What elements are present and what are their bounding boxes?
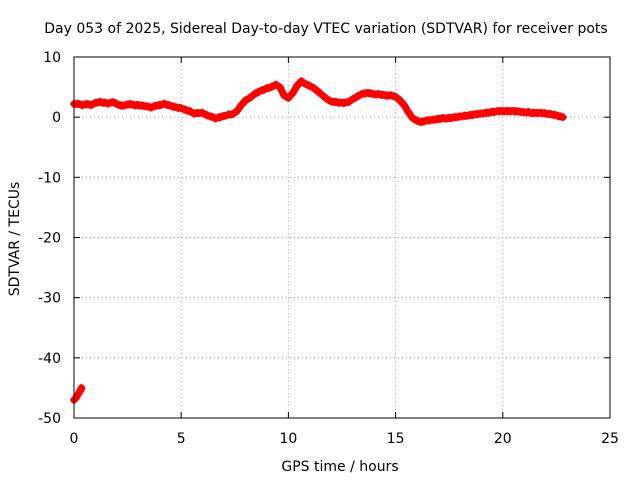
x-tick-label: 25 xyxy=(601,431,619,447)
grid-lines xyxy=(74,57,610,418)
y-tick-label: -30 xyxy=(38,291,61,307)
x-axis-label: GPS time / hours xyxy=(281,459,398,475)
y-tick-label: -50 xyxy=(38,411,61,427)
chart-title: Day 053 of 2025, Sidereal Day-to-day VTE… xyxy=(44,21,607,37)
y-tick-label: -20 xyxy=(38,231,61,247)
series-segment-1 xyxy=(70,77,567,126)
y-tick-label: -40 xyxy=(38,351,61,367)
data-point xyxy=(77,383,86,392)
axis-ticks: 0 5 10 15 20 25 -50 -40 -30 -20 -10 0 10 xyxy=(38,50,619,447)
x-tick-label: 20 xyxy=(494,431,512,447)
data-point xyxy=(277,85,285,93)
y-axis-label: SDTVAR / TECUs xyxy=(7,182,23,297)
data-point xyxy=(277,86,285,94)
y-tick-label: -10 xyxy=(38,170,61,186)
x-tick-label: 0 xyxy=(70,431,79,447)
data-point xyxy=(400,101,409,110)
data-series xyxy=(70,77,567,404)
y-tick-label: 0 xyxy=(52,110,61,126)
series-segment-0 xyxy=(70,383,86,404)
x-tick-label: 15 xyxy=(387,431,405,447)
x-tick-label: 10 xyxy=(279,431,297,447)
y-tick-label: 10 xyxy=(43,50,61,66)
data-point xyxy=(558,113,567,122)
x-tick-label: 5 xyxy=(177,431,186,447)
